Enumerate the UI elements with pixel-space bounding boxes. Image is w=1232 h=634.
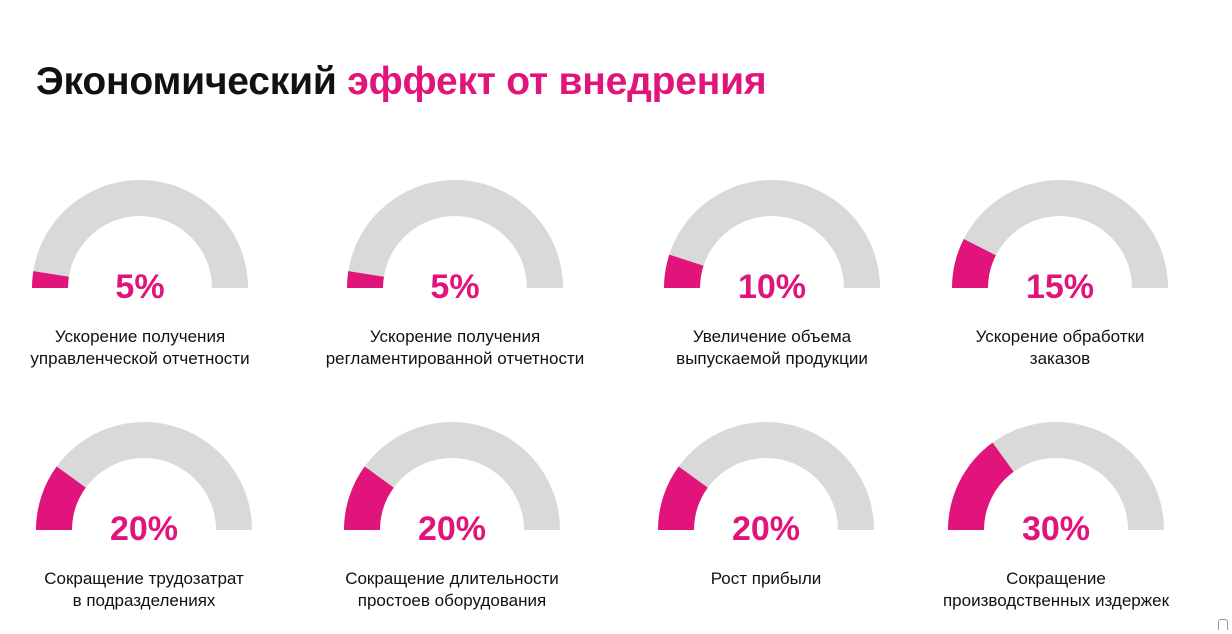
gauge-track-6 (344, 422, 560, 530)
gauge-card-3: 10% Увеличение объема выпускаемой продук… (622, 180, 922, 390)
gauge-value-4: 15% (1025, 268, 1095, 306)
gauge-track-8 (948, 422, 1164, 530)
gauge-value-8: 30% (1021, 510, 1091, 548)
gauge-track-4 (952, 180, 1168, 288)
gauge-track-7 (658, 422, 874, 530)
gauge-fill-7 (658, 466, 708, 530)
gauge-fill-8 (948, 442, 1014, 530)
gauge-chart-1 (32, 180, 248, 288)
gauge-fill-3 (664, 254, 704, 288)
gauge-card-5: 20% Сокращение трудозатрат в подразделен… (0, 422, 294, 632)
gauge-chart-2 (347, 180, 563, 288)
gauge-label-6: Сокращение длительности простоев оборудо… (345, 569, 559, 610)
gauge-chart-7 (658, 422, 874, 530)
page-title: Экономический эффект от внедрения (36, 60, 767, 105)
gauge-value-5: 20% (109, 510, 179, 548)
gauge-card-4: 15% Ускорение обработки заказов (910, 180, 1210, 390)
gauge-card-7: 20% Рост прибыли (616, 422, 916, 632)
gauge-label-5: Сокращение трудозатрат в подразделениях (44, 569, 244, 610)
gauge-track-1 (32, 180, 248, 288)
gauge-card-1: 5% Ускорение получения управленческой от… (0, 180, 290, 390)
gauge-fill-4 (952, 238, 996, 288)
title-part-accent: эффект от внедрения (347, 60, 767, 103)
gauge-chart-3 (664, 180, 880, 288)
title-part-black: Экономический (36, 60, 337, 103)
gauge-chart-8 (948, 422, 1164, 530)
gauge-chart-6 (344, 422, 560, 530)
gauge-label-2: Ускорение получения регламентированной о… (325, 327, 585, 368)
gauge-track-5 (36, 422, 252, 530)
gauge-value-7: 20% (731, 510, 801, 548)
gauge-value-6: 20% (417, 510, 487, 548)
gauge-fill-5 (36, 466, 86, 530)
gauge-track-2 (347, 180, 563, 288)
gauge-value-1: 5% (115, 268, 165, 306)
gauge-label-1: Ускорение получения управленческой отчет… (30, 327, 250, 368)
gauge-label-3: Увеличение объема выпускаемой продукции (676, 327, 868, 368)
gauge-value-3: 10% (737, 268, 807, 306)
gauge-card-2: 5% Ускорение получения регламентированно… (305, 180, 605, 390)
gauge-chart-4 (952, 180, 1168, 288)
gauge-chart-5 (36, 422, 252, 530)
gauge-value-2: 5% (430, 268, 480, 306)
gauge-fill-1 (32, 271, 69, 288)
gauge-fill-2 (347, 271, 384, 288)
gauge-card-6: 20% Сокращение длительности простоев обо… (302, 422, 602, 632)
slide-edge-mark-icon (1218, 619, 1228, 630)
gauge-track-3 (664, 180, 880, 288)
gauge-label-4: Ускорение обработки заказов (975, 327, 1145, 368)
gauge-fill-6 (344, 466, 394, 530)
gauge-label-7: Рост прибыли (710, 569, 822, 588)
gauge-label-8: Сокращение производственных издержек (942, 569, 1170, 610)
gauge-card-8: 30% Сокращение производственных издержек (906, 422, 1206, 632)
